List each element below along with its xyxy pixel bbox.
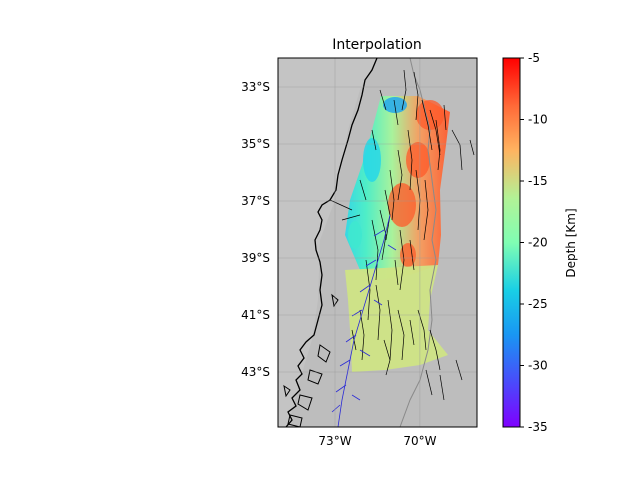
colorbar-gradient bbox=[502, 57, 521, 428]
trench-faults bbox=[331, 214, 397, 427]
lon-label: 70°W bbox=[403, 434, 436, 448]
lat-label: 35°S bbox=[241, 137, 270, 151]
latitude-labels: 33°S 35°S 37°S 39°S 41°S 43°S bbox=[241, 80, 270, 379]
lat-label: 33°S bbox=[241, 80, 270, 94]
shallow-depth-patches bbox=[388, 100, 444, 267]
map-frame bbox=[277, 57, 478, 428]
lat-label: 39°S bbox=[241, 251, 270, 265]
colorbar-tick-label: -35 bbox=[528, 420, 548, 434]
colorbar-label: Depth [Km] bbox=[564, 208, 578, 277]
colorbar-ticks: -5 -10 -15 -20 -25 -30 -35 bbox=[520, 51, 548, 434]
colorbar-tick-label: -30 bbox=[528, 359, 548, 373]
interpolation-surface-south bbox=[345, 265, 448, 372]
border-line bbox=[399, 58, 437, 427]
graticule bbox=[278, 58, 477, 427]
coastline bbox=[285, 58, 378, 427]
colorbar-tick-label: -5 bbox=[528, 51, 540, 65]
longitude-labels: 73°W 70°W bbox=[318, 434, 436, 448]
colorbar-tick-label: -10 bbox=[528, 113, 548, 127]
map-title: Interpolation bbox=[332, 37, 422, 53]
lat-label: 37°S bbox=[241, 194, 270, 208]
ocean-region bbox=[278, 58, 377, 427]
colorbar: -5 -10 -15 -20 -25 -30 -35 Depth [Km] bbox=[502, 51, 578, 434]
colorbar-tick-label: -20 bbox=[528, 236, 548, 250]
map-panel bbox=[278, 58, 477, 427]
lat-label: 41°S bbox=[241, 308, 270, 322]
lat-label: 43°S bbox=[241, 365, 270, 379]
colorbar-tick-label: -25 bbox=[528, 297, 548, 311]
deep-depth-patches bbox=[348, 97, 407, 249]
lon-label: 73°W bbox=[318, 434, 351, 448]
colorbar-tick-label: -15 bbox=[528, 174, 548, 188]
